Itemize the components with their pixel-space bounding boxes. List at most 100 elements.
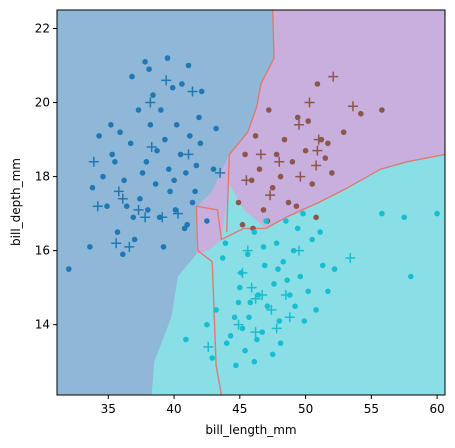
train-point-b (248, 177, 255, 184)
train-point-b (329, 170, 335, 176)
train-point-a (184, 221, 190, 228)
train-point-c (277, 340, 284, 347)
x-axis: 35 40 45 50 55 60 (101, 395, 445, 416)
train-point-b (322, 155, 329, 161)
train-point-a (114, 229, 121, 235)
test-point-c (237, 267, 248, 278)
train-point-a (154, 147, 160, 154)
train-point-b (313, 214, 319, 221)
train-point-a (121, 177, 127, 184)
train-point-c (297, 273, 304, 280)
train-point-a (139, 170, 146, 176)
train-point-a (109, 151, 115, 158)
test-point-a (92, 201, 103, 212)
x-tick-label: 55 (364, 402, 379, 416)
test-point-b (255, 149, 266, 160)
test-point-c (345, 253, 356, 264)
train-point-c (319, 262, 326, 269)
train-point-a (143, 159, 150, 165)
train-point-a (204, 218, 210, 224)
train-point-c (262, 262, 268, 269)
train-point-b (273, 151, 280, 158)
train-point-a (120, 251, 126, 258)
train-point-a (187, 133, 193, 139)
test-point-a (146, 141, 157, 152)
test-point-a (173, 208, 184, 219)
x-axis-title: bill_length_mm (205, 423, 296, 437)
train-point-c (280, 258, 287, 265)
train-point-a (89, 184, 96, 191)
train-point-c (313, 307, 319, 313)
train-point-a (166, 166, 172, 172)
train-point-b (340, 129, 347, 135)
train-point-a (129, 73, 135, 80)
train-point-b (281, 136, 288, 143)
train-point-a (100, 173, 106, 180)
x-tick-label: 40 (166, 402, 181, 416)
train-point-c (227, 333, 234, 339)
test-point-c (203, 341, 214, 352)
train-point-c (223, 340, 230, 347)
train-point-c (294, 225, 301, 232)
train-point-a (150, 92, 156, 98)
train-point-c (237, 284, 243, 291)
test-point-a (183, 149, 194, 160)
train-point-b (256, 166, 263, 172)
train-point-c (305, 288, 312, 295)
test-point-a (117, 193, 128, 204)
y-tick-label: 22 (35, 22, 50, 36)
train-point-c (219, 255, 226, 261)
y-tick-label: 18 (35, 170, 50, 184)
train-point-a (158, 107, 164, 113)
x-tick-label: 35 (101, 402, 116, 416)
train-point-b (252, 133, 259, 139)
train-point-c (260, 244, 267, 250)
test-point-c (250, 327, 261, 338)
train-point-a (147, 122, 154, 128)
test-point-c (271, 323, 282, 334)
train-point-b (289, 159, 296, 165)
train-point-b (314, 81, 321, 87)
train-point-b (269, 184, 276, 191)
train-point-b (266, 107, 272, 113)
train-point-a (112, 159, 118, 165)
train-point-a (162, 136, 168, 143)
train-point-c (317, 229, 323, 235)
train-point-a (108, 122, 114, 128)
train-point-b (309, 181, 316, 187)
y-axis-title: bill_depth_mm (9, 158, 23, 246)
train-point-a (131, 236, 138, 243)
test-point-a (111, 238, 122, 249)
train-point-c (242, 347, 248, 354)
test-point-a (215, 167, 226, 178)
test-point-b (313, 134, 324, 145)
train-point-a (177, 151, 184, 158)
test-point-b (347, 101, 358, 112)
train-point-c (233, 362, 239, 369)
train-point-b (242, 151, 248, 158)
train-point-c (271, 281, 277, 287)
train-point-c (276, 318, 283, 324)
train-point-a (117, 129, 123, 135)
test-point-a (124, 241, 135, 252)
train-point-b (358, 110, 364, 117)
train-point-b (302, 147, 309, 154)
test-point-c (242, 245, 253, 256)
test-point-a (140, 212, 151, 223)
train-point-b (235, 199, 242, 206)
train-point-c (251, 358, 258, 365)
test-point-c (257, 290, 268, 301)
train-point-c (284, 277, 291, 284)
train-point-a (145, 207, 151, 213)
x-tick-label: 50 (298, 402, 313, 416)
train-point-a (137, 196, 143, 202)
test-point-a (88, 156, 99, 167)
train-point-c (379, 210, 385, 217)
y-tick-label: 14 (35, 318, 50, 332)
train-point-c (204, 321, 210, 328)
train-point-a (87, 244, 93, 250)
train-point-c (263, 218, 269, 224)
test-point-b (304, 97, 315, 108)
train-point-b (277, 173, 284, 180)
